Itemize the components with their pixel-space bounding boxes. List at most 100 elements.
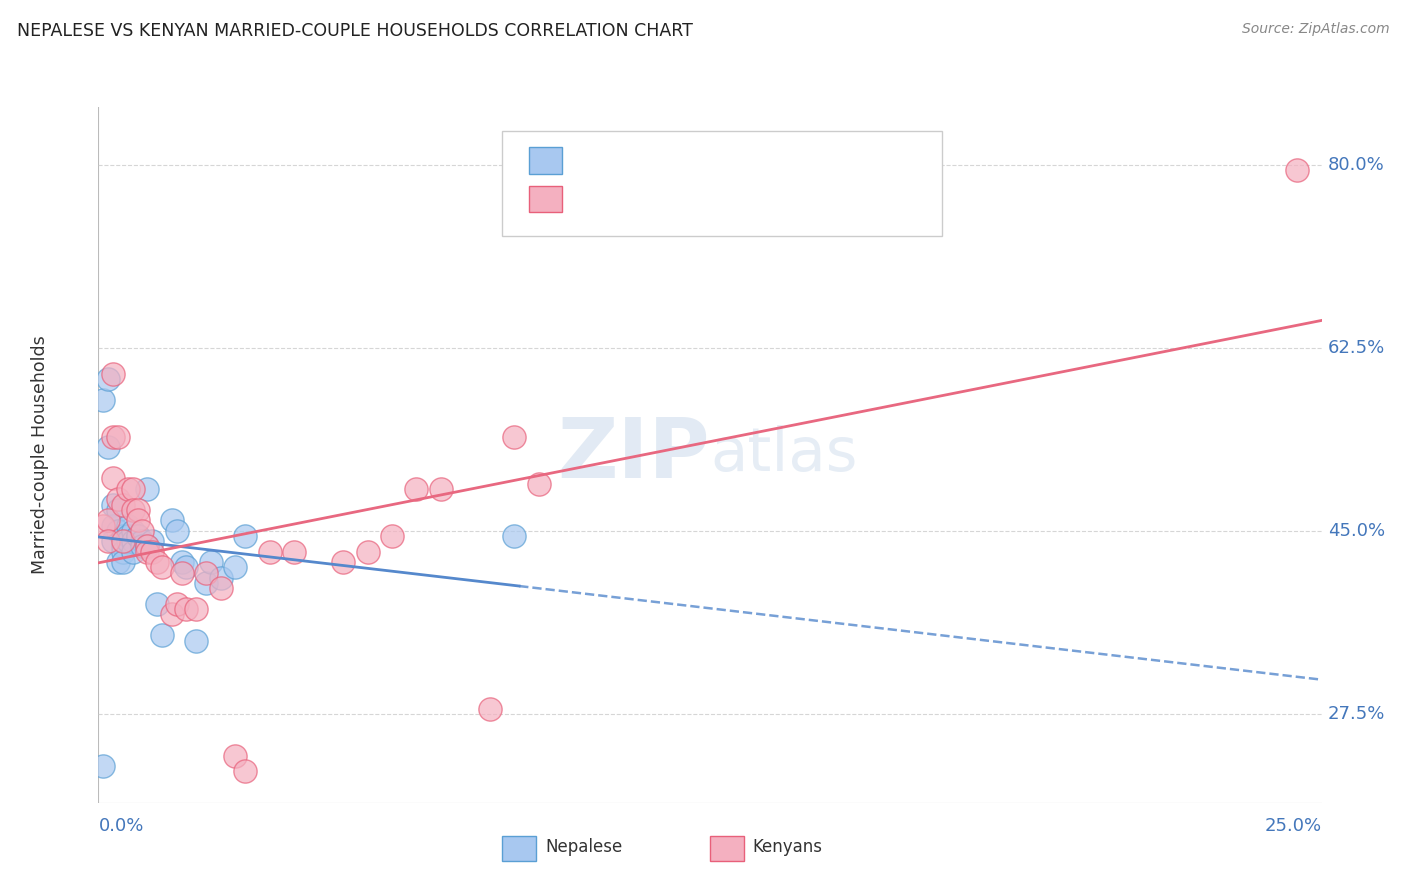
Point <box>141 534 163 549</box>
Point <box>111 498 134 512</box>
Point <box>136 544 159 558</box>
Point <box>97 513 120 527</box>
Point <box>136 540 159 554</box>
Point <box>127 513 149 527</box>
Point <box>166 524 188 538</box>
Point <box>356 544 378 558</box>
Point <box>150 628 173 642</box>
Point <box>381 529 404 543</box>
Point <box>233 529 256 543</box>
Point <box>117 482 139 496</box>
Point <box>117 529 139 543</box>
Point <box>107 492 129 507</box>
Point <box>195 576 218 591</box>
Text: ZIP: ZIP <box>558 415 710 495</box>
Point <box>101 534 124 549</box>
Point <box>107 524 129 538</box>
Point <box>332 555 354 569</box>
FancyBboxPatch shape <box>529 147 561 174</box>
Text: R = -0.126: R = -0.126 <box>572 148 678 167</box>
Point <box>170 555 193 569</box>
Text: atlas: atlas <box>710 425 858 484</box>
Point <box>121 524 143 538</box>
Point <box>503 429 526 443</box>
Point <box>136 540 159 554</box>
Point <box>101 367 124 381</box>
FancyBboxPatch shape <box>710 836 744 861</box>
Point <box>117 534 139 549</box>
Point <box>136 482 159 496</box>
Point <box>209 571 232 585</box>
FancyBboxPatch shape <box>502 131 942 235</box>
Point <box>146 555 169 569</box>
Point <box>186 633 208 648</box>
Point <box>121 544 143 558</box>
Point <box>121 482 143 496</box>
Text: 45.0%: 45.0% <box>1327 522 1385 540</box>
Point <box>91 518 114 533</box>
Text: 80.0%: 80.0% <box>1327 155 1385 174</box>
Text: NEPALESE VS KENYAN MARRIED-COUPLE HOUSEHOLDS CORRELATION CHART: NEPALESE VS KENYAN MARRIED-COUPLE HOUSEH… <box>17 22 693 40</box>
Point <box>259 544 281 558</box>
Point <box>127 529 149 543</box>
Point <box>176 602 198 616</box>
FancyBboxPatch shape <box>529 186 561 212</box>
Point <box>111 555 134 569</box>
Point <box>131 524 153 538</box>
Point <box>478 701 501 715</box>
Point <box>170 566 193 580</box>
Point <box>160 513 183 527</box>
Point <box>146 597 169 611</box>
Text: N = 41: N = 41 <box>744 186 811 205</box>
Point <box>195 566 218 580</box>
Point <box>127 529 149 543</box>
Point <box>405 482 427 496</box>
Text: Kenyans: Kenyans <box>752 838 823 856</box>
Point <box>176 560 198 574</box>
Text: Nepalese: Nepalese <box>546 838 621 856</box>
Point <box>141 544 163 558</box>
Text: 62.5%: 62.5% <box>1327 339 1385 357</box>
Point <box>97 534 120 549</box>
Text: N = 40: N = 40 <box>744 148 811 167</box>
Point <box>91 392 114 407</box>
Point <box>97 440 120 454</box>
Point <box>200 555 222 569</box>
Point <box>107 429 129 443</box>
Point <box>224 748 246 763</box>
Point <box>131 534 153 549</box>
Point <box>111 540 134 554</box>
Point <box>101 518 124 533</box>
Point <box>91 759 114 773</box>
Point <box>283 544 305 558</box>
Text: Married-couple Households: Married-couple Households <box>31 335 49 574</box>
Text: 27.5%: 27.5% <box>1327 705 1385 723</box>
Point <box>117 518 139 533</box>
Point <box>97 372 120 386</box>
Point <box>101 498 124 512</box>
Point <box>101 429 124 443</box>
Point <box>111 544 134 558</box>
Point <box>107 555 129 569</box>
Point <box>131 540 153 554</box>
Point <box>1286 162 1309 177</box>
Point <box>209 582 232 596</box>
Point <box>150 560 173 574</box>
Text: Source: ZipAtlas.com: Source: ZipAtlas.com <box>1241 22 1389 37</box>
Point <box>503 529 526 543</box>
Text: R =  0.292: R = 0.292 <box>572 186 676 205</box>
Point <box>224 560 246 574</box>
Point <box>166 597 188 611</box>
Point <box>160 607 183 622</box>
Point <box>127 503 149 517</box>
Point <box>527 476 550 491</box>
Point <box>121 503 143 517</box>
Point <box>111 529 134 543</box>
Point <box>107 503 129 517</box>
Point <box>186 602 208 616</box>
Point <box>111 534 134 549</box>
Point <box>233 764 256 779</box>
Point <box>430 482 453 496</box>
Point <box>101 471 124 485</box>
Text: 25.0%: 25.0% <box>1264 817 1322 835</box>
